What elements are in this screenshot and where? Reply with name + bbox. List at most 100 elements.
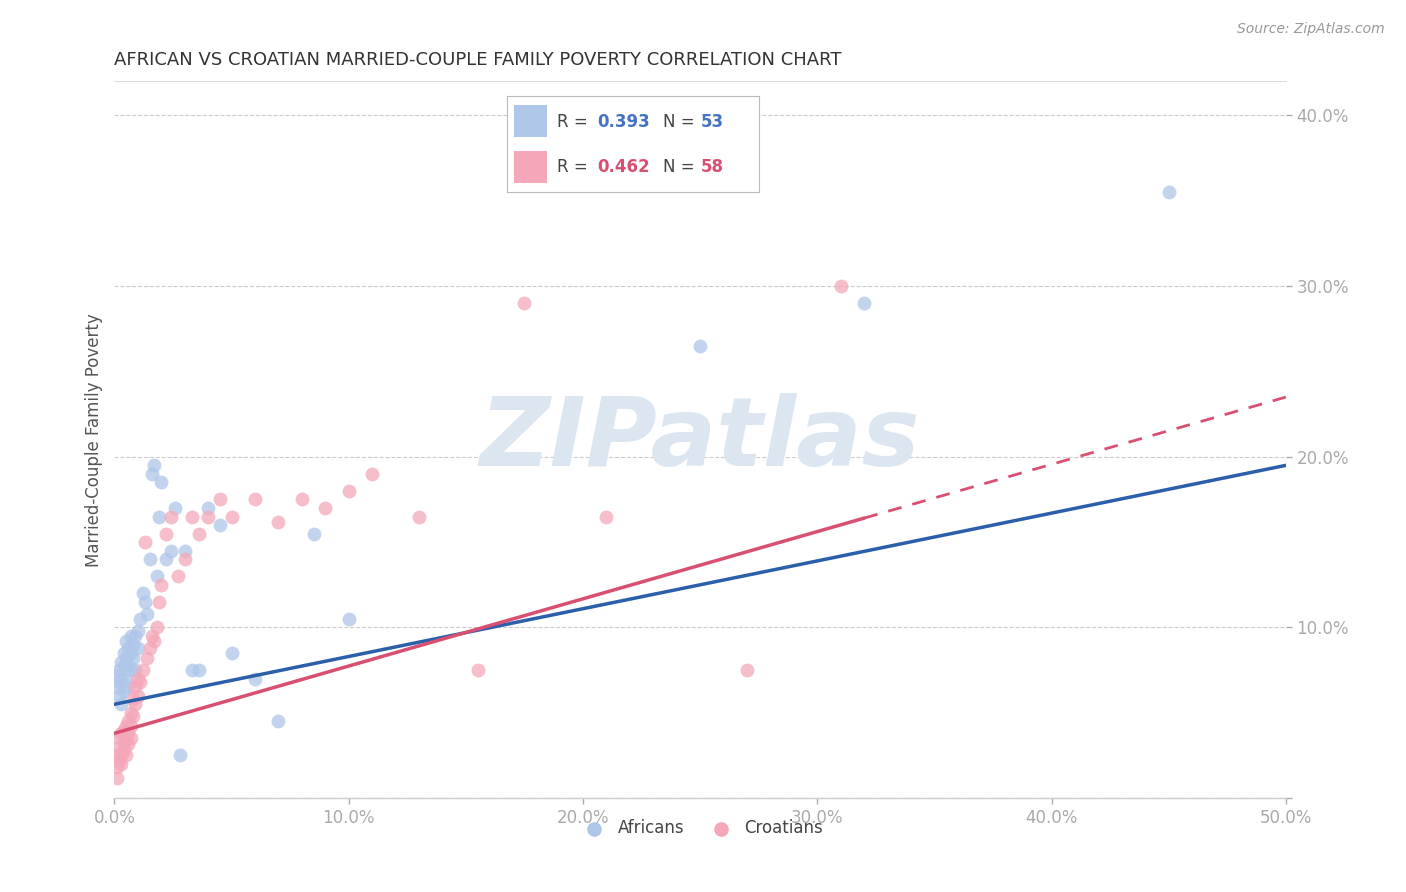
Point [145, 620, 167, 634]
Point [112, 646, 135, 660]
Point [105, 748, 128, 763]
Point [129, 612, 152, 626]
Point [408, 509, 430, 524]
Point [173, 543, 195, 558]
Point [180, 663, 202, 677]
Point [122, 709, 145, 723]
Text: ZIPatlas: ZIPatlas [479, 393, 921, 486]
Point [166, 569, 188, 583]
Point [267, 714, 290, 729]
Point [361, 467, 384, 481]
Point [122, 692, 145, 706]
Point [105, 680, 128, 694]
Point [145, 569, 167, 583]
Point [127, 672, 149, 686]
Point [337, 483, 360, 498]
Point [120, 629, 142, 643]
Point [267, 515, 290, 529]
Point [110, 672, 132, 686]
Point [141, 467, 163, 481]
Point [117, 640, 139, 655]
Point [197, 509, 219, 524]
Point [187, 526, 209, 541]
Point [138, 552, 160, 566]
Point [122, 638, 145, 652]
Point [127, 624, 149, 638]
Point [108, 739, 131, 754]
Point [314, 501, 336, 516]
Point [108, 675, 131, 690]
Point [243, 672, 266, 686]
Point [148, 509, 170, 524]
Point [141, 629, 163, 643]
Point [143, 458, 166, 473]
Point [291, 492, 314, 507]
Point [108, 663, 131, 677]
Point [108, 689, 131, 703]
Point [117, 714, 139, 729]
Point [136, 607, 159, 621]
Point [134, 535, 156, 549]
Point [110, 748, 132, 763]
Point [112, 723, 135, 737]
Point [120, 646, 142, 660]
Point [138, 640, 160, 655]
Legend: Africans, Croatians: Africans, Croatians [571, 813, 830, 844]
Point [120, 663, 142, 677]
Point [735, 663, 758, 677]
Point [150, 475, 173, 490]
Point [148, 595, 170, 609]
Point [117, 726, 139, 740]
Point [115, 672, 138, 686]
Point [155, 552, 177, 566]
Point [467, 663, 489, 677]
Point [337, 612, 360, 626]
Text: Source: ZipAtlas.com: Source: ZipAtlas.com [1237, 22, 1385, 37]
Point [165, 501, 187, 516]
Point [208, 492, 231, 507]
Point [115, 651, 138, 665]
Point [1157, 186, 1180, 200]
Point [169, 748, 191, 763]
Point [180, 509, 202, 524]
Point [110, 757, 132, 772]
Point [112, 658, 135, 673]
Point [131, 663, 153, 677]
Point [159, 509, 181, 524]
Point [131, 586, 153, 600]
Point [124, 629, 146, 643]
Point [122, 651, 145, 665]
Point [150, 578, 173, 592]
Point [595, 509, 617, 524]
Point [134, 595, 156, 609]
Point [136, 651, 159, 665]
Point [124, 680, 146, 694]
Point [129, 675, 152, 690]
Point [208, 518, 231, 533]
Point [117, 658, 139, 673]
Point [830, 279, 852, 293]
Point [117, 680, 139, 694]
Point [115, 634, 138, 648]
Point [115, 748, 138, 763]
Point [110, 655, 132, 669]
Point [110, 698, 132, 712]
Point [513, 296, 536, 310]
Point [112, 683, 135, 698]
Point [221, 646, 243, 660]
Point [853, 296, 876, 310]
Point [120, 719, 142, 733]
Point [117, 737, 139, 751]
Point [108, 754, 131, 768]
Point [127, 640, 149, 655]
Point [127, 689, 149, 703]
Point [115, 731, 138, 746]
Point [120, 731, 142, 746]
Point [105, 771, 128, 785]
Point [302, 526, 325, 541]
Point [187, 663, 209, 677]
Point [689, 339, 711, 353]
Point [155, 526, 177, 541]
Point [197, 501, 219, 516]
Point [108, 731, 131, 746]
